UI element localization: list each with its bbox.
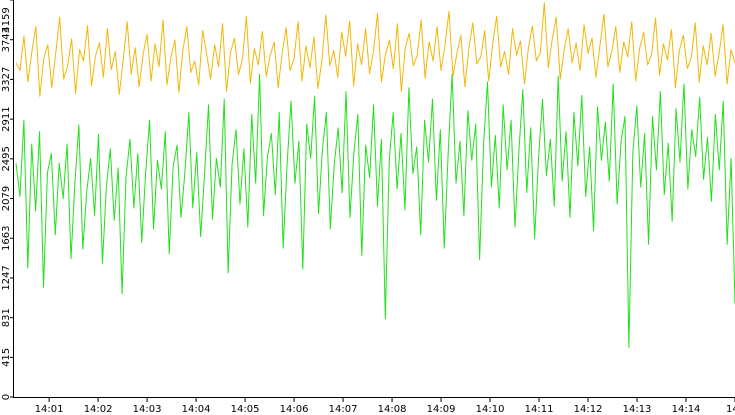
y-tick-label: 1247 (1, 265, 12, 290)
series-line-1 (15, 2, 735, 97)
series-line-2 (15, 73, 735, 348)
x-tick-label: 14:05 (231, 404, 260, 415)
y-tick-label: 2079 (1, 186, 12, 211)
x-tick-label: 14:06 (280, 404, 309, 415)
y-tick-label: 4159 (1, 7, 12, 32)
x-tick-label: 14:03 (133, 404, 162, 415)
x-tick-label: 14:02 (84, 404, 113, 415)
y-tick-label: 831 (1, 308, 12, 327)
x-tick-label: 14:12 (574, 404, 603, 415)
x-tick-label: 14:09 (427, 404, 456, 415)
x-tick-label: 14 (726, 404, 735, 415)
y-tick-label: 1663 (1, 226, 12, 251)
y-tick-label: 3327 (1, 67, 12, 92)
x-tick-label: 14:08 (378, 404, 407, 415)
y-tick-label: 0 (1, 394, 12, 400)
y-tick-label: 415 (1, 348, 12, 367)
y-tick-label: 2911 (1, 106, 12, 131)
x-tick-label: 14:13 (623, 404, 652, 415)
x-tick-label: 14:01 (35, 404, 64, 415)
x-tick-label: 14:14 (672, 404, 701, 415)
x-tick-label: 14:10 (476, 404, 505, 415)
y-tick-label: 3743 (1, 27, 12, 52)
x-tick-label: 14:11 (525, 404, 554, 415)
x-axis: 14:01 14:02 14:03 14:04 14:05 14:06 14:07 14:08… (35, 397, 735, 415)
y-tick-label: 2495 (1, 146, 12, 171)
x-tick-label: 14:04 (182, 404, 211, 415)
x-tick-label: 14:07 (329, 404, 358, 415)
series-layer (15, 2, 735, 348)
